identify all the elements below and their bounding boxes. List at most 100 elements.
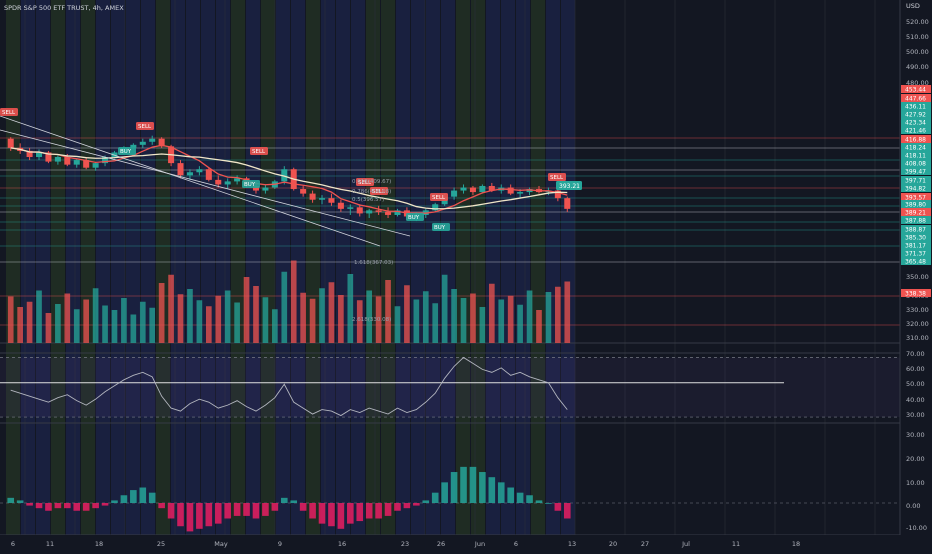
candle-body: [73, 160, 80, 165]
volume-bar: [224, 290, 231, 343]
time-axis[interactable]: 6 11 18 25 May 9 16 23 26 Jun 6 13 20 27 Jul 11 18: [0, 535, 932, 550]
macd-bar: [214, 503, 222, 524]
session-band: [306, 0, 320, 535]
candle-body: [64, 157, 71, 165]
rsi-tick-label: 40.00: [906, 396, 925, 404]
price-label-badge: [901, 200, 931, 208]
volume-bar: [479, 307, 486, 343]
candle-body: [300, 189, 307, 194]
volume-bar: [83, 299, 90, 343]
signal-badge: [0, 108, 18, 116]
volume-bar: [507, 295, 514, 343]
volume-bar: [422, 291, 429, 343]
time-tick-label: 11: [46, 540, 54, 548]
macd-bar: [271, 503, 279, 511]
time-tick-label: 18: [95, 540, 103, 548]
macd-bar: [148, 492, 156, 503]
volume-bar: [36, 290, 42, 343]
price-label-text: 389.21: [905, 210, 926, 217]
macd-bar: [535, 500, 543, 503]
price-axis[interactable]: 520.00510.00500.00490.00480.00350.00340.…: [899, 0, 932, 550]
volume-bar: [272, 309, 278, 343]
macd-bar: [563, 503, 571, 519]
price-label-badge: [901, 176, 931, 184]
candle-body: [356, 207, 363, 214]
price-label-badge: [901, 118, 931, 126]
volume-bar: [328, 282, 335, 343]
time-tick-label: 26: [437, 540, 445, 548]
price-tick-label: 480.00: [906, 79, 929, 87]
macd-bar: [365, 503, 373, 519]
macd-bar: [290, 500, 298, 503]
candle-body: [337, 202, 344, 209]
signal-badge: [548, 173, 566, 181]
macd-bar: [497, 482, 505, 503]
candle-body: [177, 163, 184, 176]
price-label-badge: [901, 225, 931, 233]
moving-average-line: [10, 147, 568, 210]
session-band: [561, 0, 575, 535]
candle-body: [26, 150, 33, 158]
price-tick-label: 330.00: [906, 306, 929, 314]
macd-bar: [413, 503, 420, 506]
price-label-text: 389.80: [905, 202, 926, 209]
candle-body: [149, 138, 156, 142]
candle-body: [507, 187, 514, 194]
signal-label: BUY: [434, 225, 446, 231]
time-tick-label: Jul: [681, 540, 690, 548]
macd-tick-label: 30.00: [906, 431, 925, 439]
macd-bar: [35, 503, 43, 509]
session-band: [186, 0, 200, 535]
macd-bar: [516, 492, 524, 503]
volume-bar: [290, 260, 297, 343]
volume-bar: [375, 296, 382, 343]
price-label-badge: [901, 143, 931, 151]
fib-label: 0.786(404.08): [352, 189, 391, 195]
price-label-text: 385.30: [905, 235, 926, 242]
price-label-badge: [901, 257, 931, 265]
volume-bar: [64, 293, 71, 343]
price-label-badge: [901, 241, 931, 249]
time-tick-label: 9: [278, 540, 282, 548]
price-label-badge: [901, 184, 931, 192]
session-band: [321, 0, 335, 535]
volume-bar: [441, 274, 448, 343]
price-label-text: 371.37: [905, 251, 926, 258]
macd-bar: [224, 503, 231, 519]
session-band: [351, 0, 365, 535]
trendline: [0, 115, 381, 247]
macd-bar: [262, 503, 269, 516]
candle-body: [92, 163, 99, 168]
volume-bar: [366, 290, 373, 343]
price-label-text: 408.08: [905, 161, 926, 168]
price-label-text: 365.48: [905, 259, 926, 266]
price-tick-label: 510.00: [906, 33, 929, 41]
price-label-badge: [901, 110, 931, 118]
session-band: [486, 0, 500, 535]
macd-bar: [16, 500, 24, 503]
macd-bar: [394, 503, 401, 511]
price-tick-label: 520.00: [906, 18, 929, 26]
macd-bar: [252, 503, 260, 519]
session-band: [126, 0, 140, 535]
volume-bars: [7, 260, 571, 343]
volume-bar: [262, 297, 269, 343]
price-label-badge: [901, 216, 931, 224]
candle-body: [234, 178, 241, 182]
price-label-text: 427.92: [905, 112, 926, 119]
session-band: [411, 0, 425, 535]
volume-bar: [215, 295, 222, 343]
price-label-text: 418.11: [905, 153, 926, 160]
candle-body: [469, 187, 476, 193]
horizontal-levels: [0, 137, 900, 326]
currency-label: USD: [906, 2, 920, 10]
candle-body: [45, 152, 52, 162]
macd-bar: [507, 487, 514, 503]
macd-bar: [356, 503, 364, 522]
time-tick-label: 6: [514, 540, 518, 548]
candle-body: [205, 169, 212, 180]
volume-bar: [460, 298, 467, 343]
price-label-text: 436.11: [905, 104, 926, 111]
